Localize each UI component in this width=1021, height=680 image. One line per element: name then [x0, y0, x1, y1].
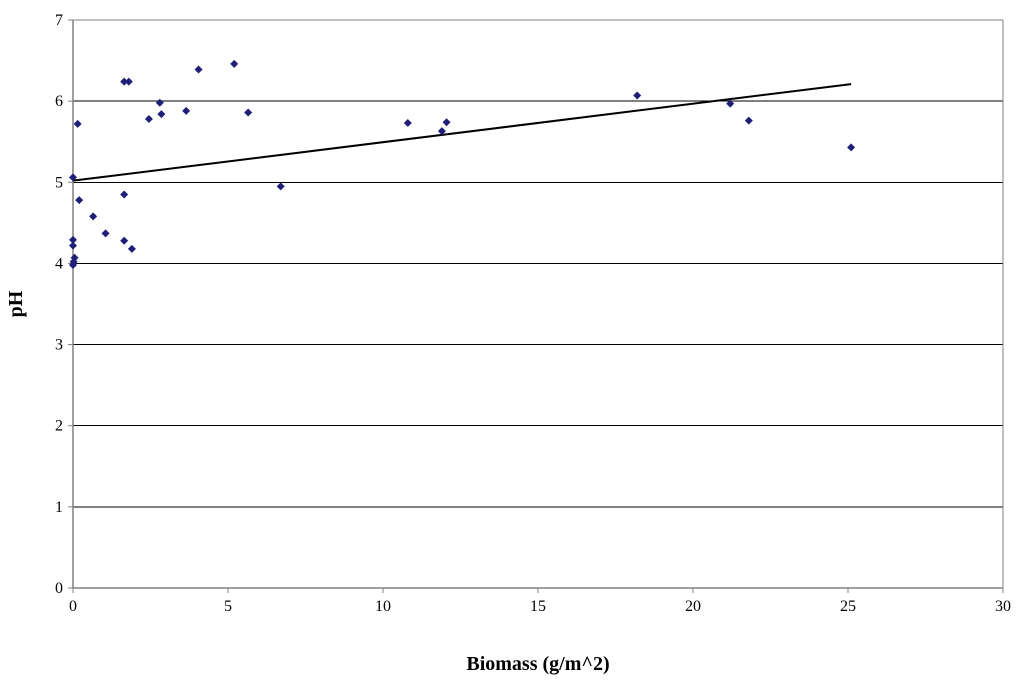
y-tick-label: 2 [55, 418, 63, 435]
grid-lines [73, 19, 1003, 508]
data-point [120, 190, 129, 199]
data-point [182, 106, 191, 115]
data-point [73, 119, 82, 128]
data-point [127, 244, 136, 253]
tick-labels: 0 1 2 3 4 5 6 7 0 5 10 15 20 25 30 [55, 12, 1011, 615]
plot-border [72, 19, 1004, 589]
data-point [75, 196, 84, 205]
x-tick-label: 30 [995, 598, 1011, 615]
data-point [437, 127, 446, 136]
data-point [442, 118, 451, 127]
x-tick-label: 20 [685, 598, 701, 615]
data-point [70, 253, 79, 262]
data-point [847, 143, 856, 152]
data-point [124, 77, 133, 86]
data-point [101, 229, 110, 238]
y-axis-title: pH [5, 290, 27, 317]
data-point [276, 182, 285, 191]
x-axis-title: Biomass (g/m^2) [466, 653, 609, 675]
data-point [157, 110, 166, 119]
y-tick-label: 6 [55, 93, 63, 110]
y-tick-label: 0 [55, 580, 63, 597]
y-tick-label: 7 [55, 12, 63, 29]
data-point [726, 99, 735, 108]
data-point [744, 116, 753, 125]
y-tick-label: 5 [55, 174, 63, 191]
data-point [144, 114, 153, 123]
y-tick-label: 3 [55, 337, 63, 354]
data-point [89, 212, 98, 221]
data-point [194, 65, 203, 74]
data-point [69, 235, 77, 244]
y-tick-label: 1 [55, 499, 63, 516]
x-tick-label: 25 [840, 598, 856, 615]
x-tick-label: 5 [224, 598, 232, 615]
data-point [403, 119, 412, 128]
trendline [72, 83, 852, 182]
data-point [120, 77, 129, 86]
axes [72, 19, 1004, 589]
x-tick-label: 0 [69, 598, 77, 615]
data-point [244, 108, 253, 117]
trendline-layer [72, 83, 852, 182]
data-points [69, 59, 856, 270]
x-tick-label: 10 [375, 598, 391, 615]
data-point [69, 241, 77, 250]
data-point [155, 98, 164, 107]
data-point [120, 236, 129, 245]
data-point [230, 59, 239, 68]
data-point [69, 173, 77, 182]
x-tick-label: 15 [530, 598, 546, 615]
y-tick-label: 4 [55, 255, 63, 272]
data-point [633, 91, 642, 100]
